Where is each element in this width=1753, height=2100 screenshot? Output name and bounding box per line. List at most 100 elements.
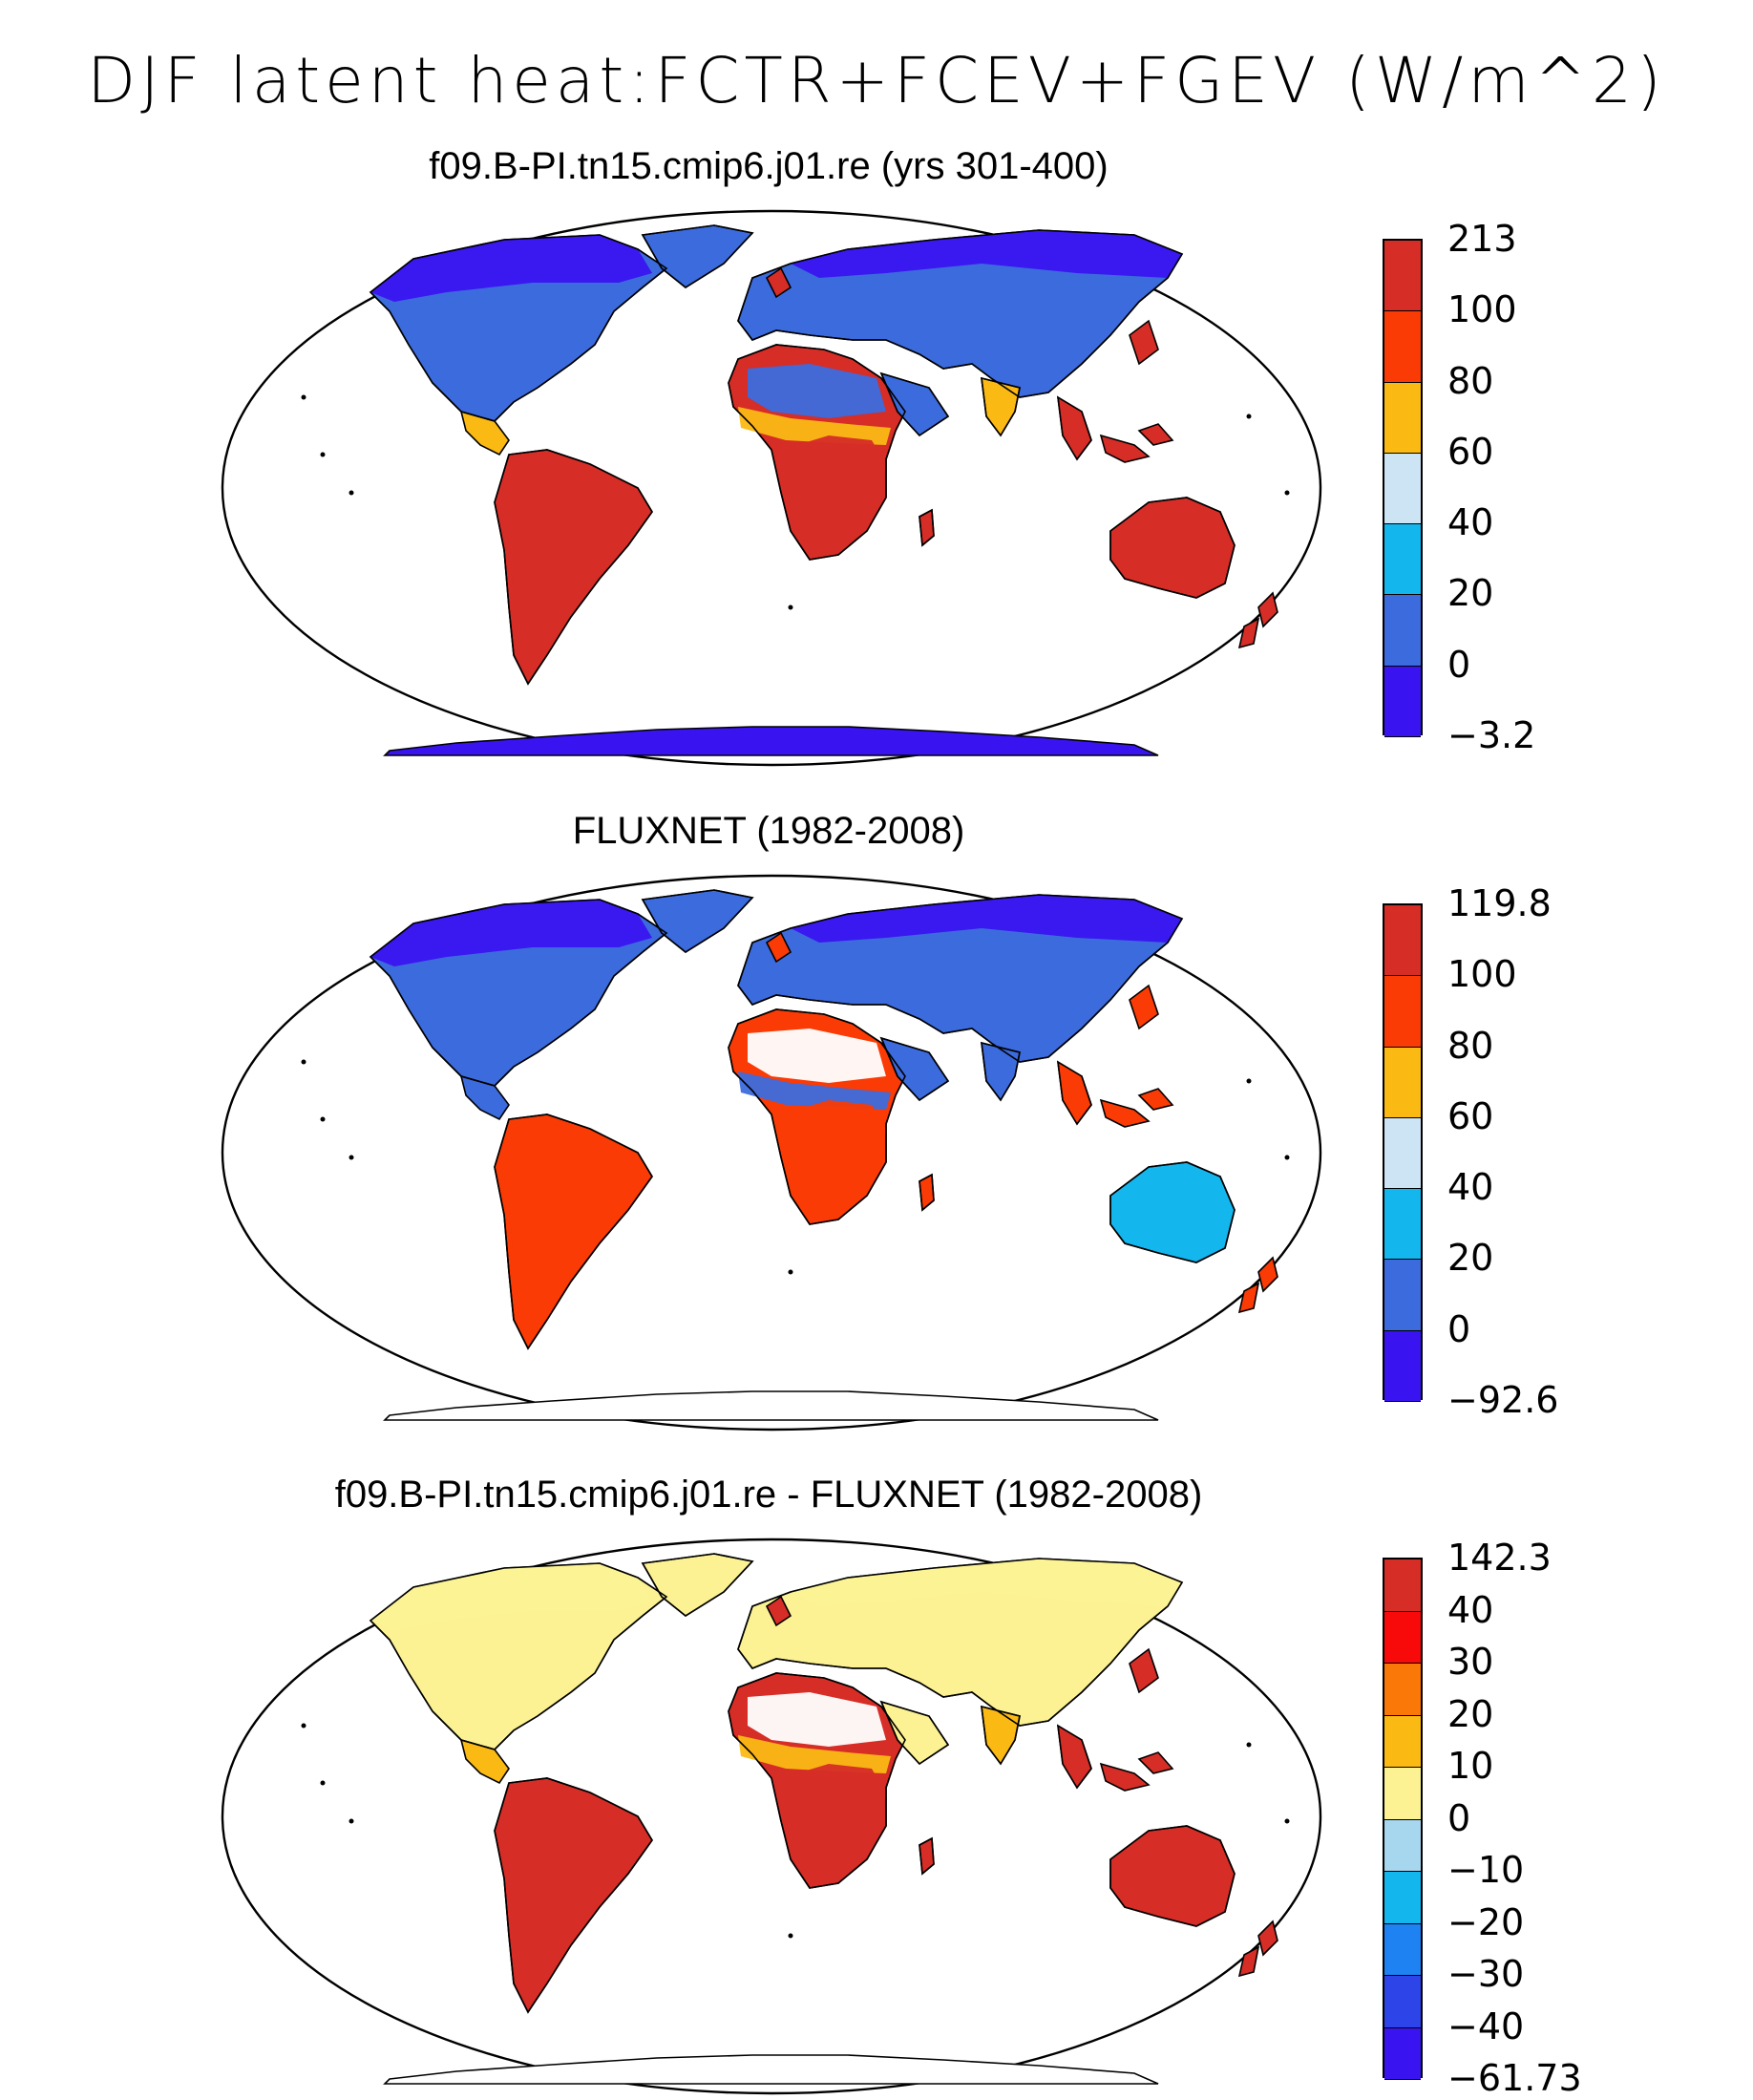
colorbar-swatch xyxy=(1384,311,1421,383)
coastline-northAmerica xyxy=(369,234,668,422)
colorbar-swatches xyxy=(1383,903,1423,1402)
island-0 xyxy=(1099,1762,1151,1792)
coastline-arabia xyxy=(879,371,950,437)
coastline-madagascar xyxy=(919,508,935,547)
tropics-af-core xyxy=(781,435,886,550)
island-dot-1 xyxy=(320,1780,326,1786)
coastline-northAmerica xyxy=(369,899,668,1087)
antarctica xyxy=(383,726,1159,756)
colorbar-swatch xyxy=(1384,976,1421,1048)
colorbar-label: −61.73 xyxy=(1447,2057,1582,2099)
colorbar-label: −40 xyxy=(1447,2005,1525,2047)
tropics-sea-core xyxy=(1058,1067,1088,1121)
coastline-eurasia xyxy=(737,1558,1184,1727)
colorbar-swatch xyxy=(1384,524,1421,596)
island-1 xyxy=(1137,1088,1174,1111)
colorbar-swatch xyxy=(1384,905,1421,977)
sahel-band xyxy=(738,1071,891,1110)
tropics-sa-core xyxy=(504,456,638,655)
island-dot-4 xyxy=(1246,1742,1252,1748)
colorbar-swatch xyxy=(1384,453,1421,525)
island-dot-0 xyxy=(301,1723,306,1729)
colorbar-swatch xyxy=(1384,1872,1421,1924)
colorbar-swatch xyxy=(1384,1559,1421,1612)
map-layer xyxy=(221,874,1322,1432)
colorbar-swatch xyxy=(1384,595,1421,667)
coastline-madagascar xyxy=(919,1173,935,1212)
island-3 xyxy=(1237,617,1260,649)
island-1 xyxy=(1137,1751,1174,1774)
colorbar-label: −3.2 xyxy=(1447,714,1536,756)
colorbar-swatch xyxy=(1384,1260,1421,1331)
colorbar-label: 10 xyxy=(1447,1745,1494,1787)
coastline-greenland xyxy=(641,224,754,288)
island-dot-4 xyxy=(1246,1078,1252,1084)
tropics-sa-core xyxy=(504,1785,638,1983)
coastline-seAsia xyxy=(1057,1060,1092,1126)
coastline-india xyxy=(981,1041,1021,1102)
colorbar-swatch xyxy=(1384,666,1421,737)
colorbar-swatch xyxy=(1384,2027,1421,2080)
arctic-band-eurasia xyxy=(791,230,1182,278)
colorbar-label: 213 xyxy=(1447,218,1517,260)
island-dot-0 xyxy=(301,394,306,400)
coastline-southAmerica xyxy=(494,1777,653,2014)
tropics-af-core xyxy=(781,1100,886,1215)
colorbar-swatch xyxy=(1384,1976,1421,2028)
sahel-band xyxy=(738,407,891,445)
coastline-india xyxy=(981,376,1021,437)
coastline-australia xyxy=(1109,1825,1236,1927)
coastline-madagascar xyxy=(919,1836,935,1876)
coastline-arabia xyxy=(879,1036,950,1102)
colorbar-label: 0 xyxy=(1447,1307,1471,1350)
antarctica xyxy=(383,2054,1159,2085)
coastline-africa xyxy=(728,344,906,561)
coastline-southAmerica xyxy=(494,449,653,686)
island-dot-1 xyxy=(320,452,326,457)
colorbar-swatch xyxy=(1384,1189,1421,1261)
coastline-eurasia xyxy=(737,894,1184,1063)
colorbar-label: 119.8 xyxy=(1447,882,1552,924)
coastline-seAsia xyxy=(1057,395,1092,461)
island-dot-0 xyxy=(301,1059,306,1065)
arctic-band-america xyxy=(370,235,652,302)
colorbar-swatch xyxy=(1384,1819,1421,1872)
coastline-northAmerica xyxy=(369,1562,668,1750)
island-dot-3 xyxy=(788,1269,793,1275)
island-4 xyxy=(1129,1647,1159,1694)
colorbar-fluxnet: 119.8 100 80 60 40 20 0 −92.6 xyxy=(1383,882,1558,1421)
arctic-band-eurasia xyxy=(791,895,1182,943)
colorbar-swatch xyxy=(1384,1611,1421,1664)
colorbar-label: 142.3 xyxy=(1447,1537,1552,1579)
sahel-band xyxy=(738,1735,891,1773)
map-fluxnet xyxy=(221,874,1322,1432)
island-0 xyxy=(1099,1098,1151,1128)
island-3 xyxy=(1237,1945,1260,1978)
arctic-band-eurasia xyxy=(791,1559,1182,1606)
tropics-sa-core xyxy=(504,1121,638,1320)
desert-area xyxy=(748,1692,886,1747)
island-dot-2 xyxy=(348,1155,354,1160)
island-2 xyxy=(1257,1256,1278,1293)
desert-area xyxy=(748,364,886,418)
colorbar-label: −30 xyxy=(1447,1953,1525,1995)
island-dot-3 xyxy=(788,1933,793,1939)
panel-title-difference: f09.B-PI.tn15.cmip6.j01.re - FLUXNET (19… xyxy=(334,1474,1203,1516)
map-layer xyxy=(221,1538,1322,2095)
desert-area xyxy=(748,1029,886,1083)
colorbar-swatch xyxy=(1384,1117,1421,1190)
colorbar-difference: 142.3 40 30 20 10 0 −10 −20 −30 −40 −61.73 xyxy=(1383,1537,1582,2099)
island-3 xyxy=(1237,1282,1260,1314)
colorbar-swatch xyxy=(1384,1768,1421,1820)
island-5 xyxy=(765,931,792,964)
colorbar-label: 20 xyxy=(1447,572,1494,615)
coastline-seAsia xyxy=(1057,1724,1092,1790)
island-dot-5 xyxy=(1284,1155,1290,1160)
island-dot-2 xyxy=(348,490,354,496)
colorbar-swatches xyxy=(1383,239,1423,737)
island-4 xyxy=(1129,984,1159,1030)
map-difference xyxy=(221,1538,1322,2095)
colorbar-swatch xyxy=(1384,1047,1421,1118)
colorbar-label: 0 xyxy=(1447,1796,1471,1839)
colorbar-label: −10 xyxy=(1447,1849,1525,1891)
